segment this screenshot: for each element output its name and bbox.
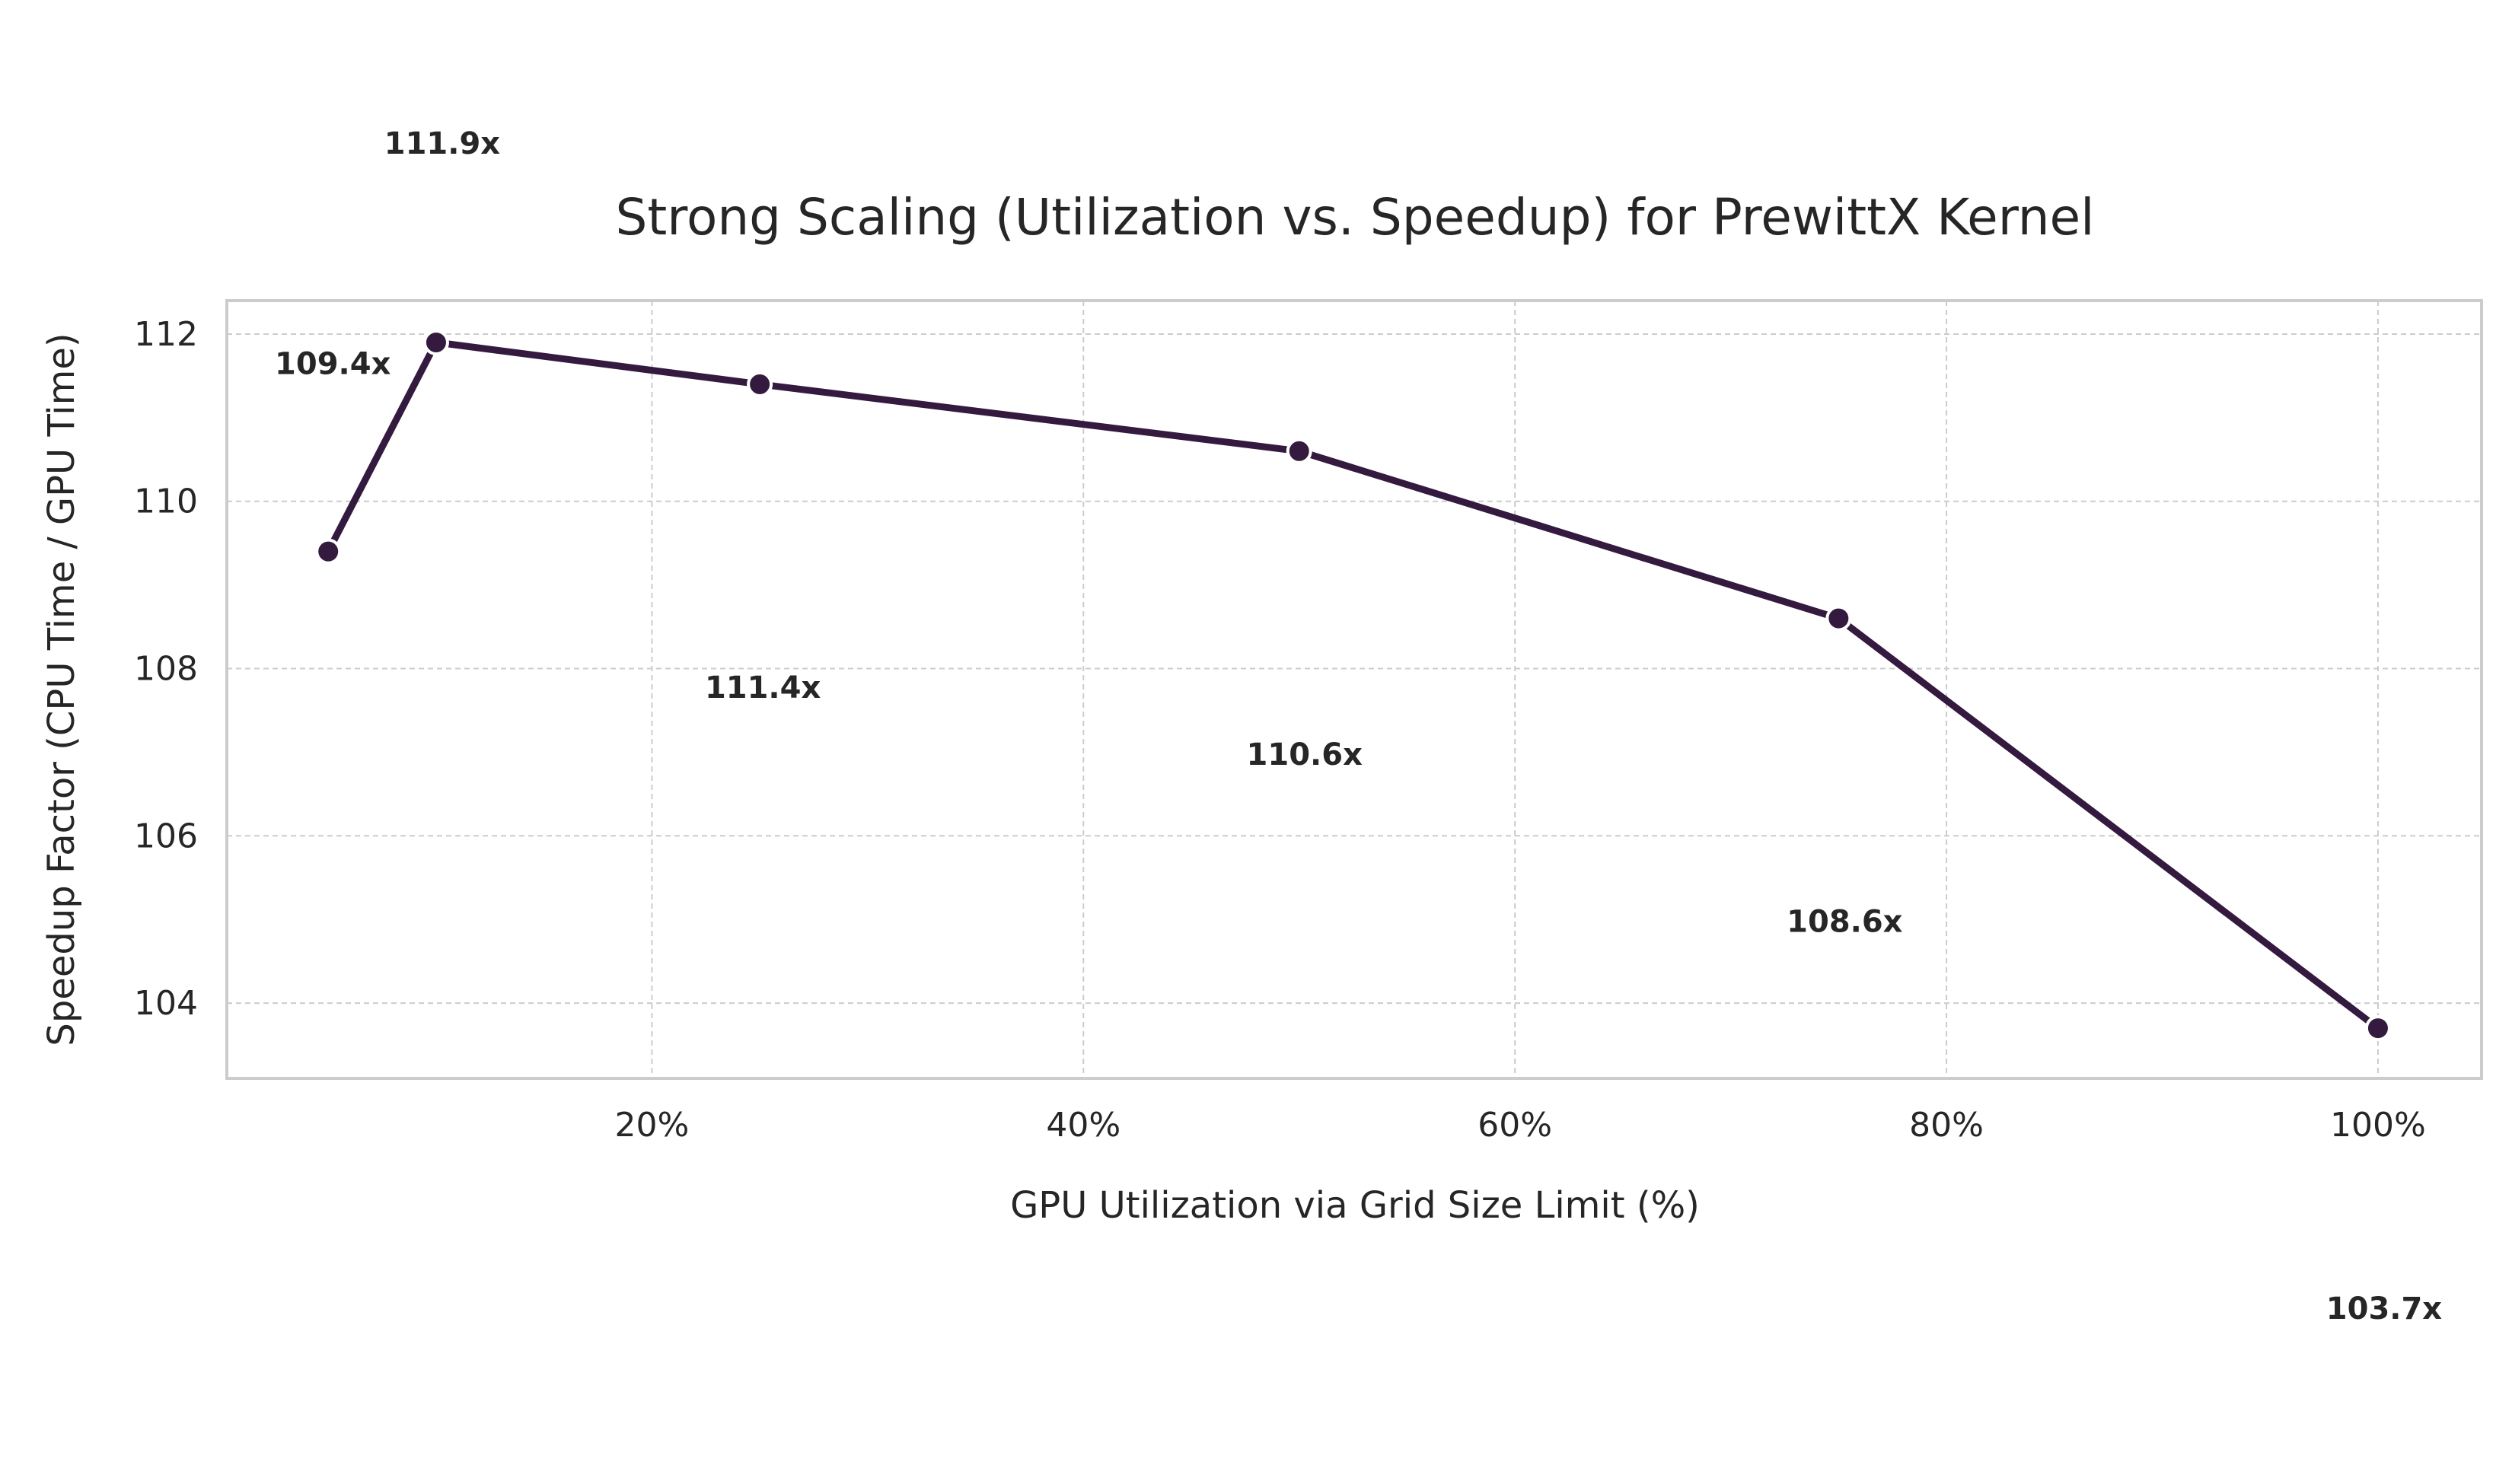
- y-tick-label: 110: [134, 482, 198, 521]
- x-tick-label: 20%: [614, 1106, 689, 1145]
- data-point: [315, 538, 342, 565]
- series: [315, 329, 2391, 1042]
- data-point: [1825, 605, 1852, 632]
- y-axis-label: Speedup Factor (CPU Time / GPU Time): [40, 333, 83, 1046]
- x-axis-ticks: 20% 40% 60% 80% 100%: [614, 1106, 2425, 1145]
- grid: [227, 301, 2482, 1078]
- data-label: 110.6x: [1247, 737, 1363, 772]
- x-tick-label: 60%: [1478, 1106, 1552, 1145]
- data-label: 111.9x: [384, 126, 501, 161]
- data-labels: 109.4x 111.9x 111.4x 110.6x 108.6x 103.7x: [275, 126, 2442, 1326]
- data-label: 108.6x: [1787, 905, 1903, 940]
- y-tick-label: 112: [134, 315, 198, 354]
- y-tick-label: 106: [134, 817, 198, 855]
- plot-area-frame: [225, 299, 2483, 1080]
- data-point: [422, 329, 449, 355]
- x-axis-label: GPU Utilization via Grid Size Limit (%): [1010, 1184, 1700, 1227]
- y-axis-ticks: 104 106 108 110 112: [134, 315, 198, 1023]
- y-tick-label: 108: [134, 650, 198, 689]
- data-point: [747, 371, 773, 397]
- data-label: 103.7x: [2326, 1291, 2443, 1326]
- data-label: 109.4x: [275, 347, 391, 382]
- data-point: [2364, 1015, 2391, 1042]
- data-label: 111.4x: [705, 670, 821, 705]
- x-tick-label: 40%: [1046, 1106, 1121, 1145]
- x-tick-label: 100%: [2330, 1106, 2426, 1145]
- x-tick-label: 80%: [1909, 1106, 1984, 1145]
- y-tick-label: 104: [134, 984, 198, 1023]
- chart-title: Strong Scaling (Utilization vs. Speedup)…: [615, 188, 2094, 247]
- series-line: [324, 339, 2382, 1032]
- data-point: [1286, 438, 1312, 464]
